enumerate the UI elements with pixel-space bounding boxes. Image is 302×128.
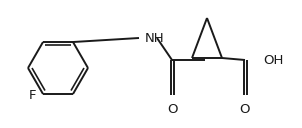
Text: O: O (240, 103, 250, 116)
Text: NH: NH (145, 31, 165, 45)
Text: OH: OH (263, 54, 283, 67)
Text: O: O (167, 103, 177, 116)
Text: F: F (28, 89, 36, 103)
